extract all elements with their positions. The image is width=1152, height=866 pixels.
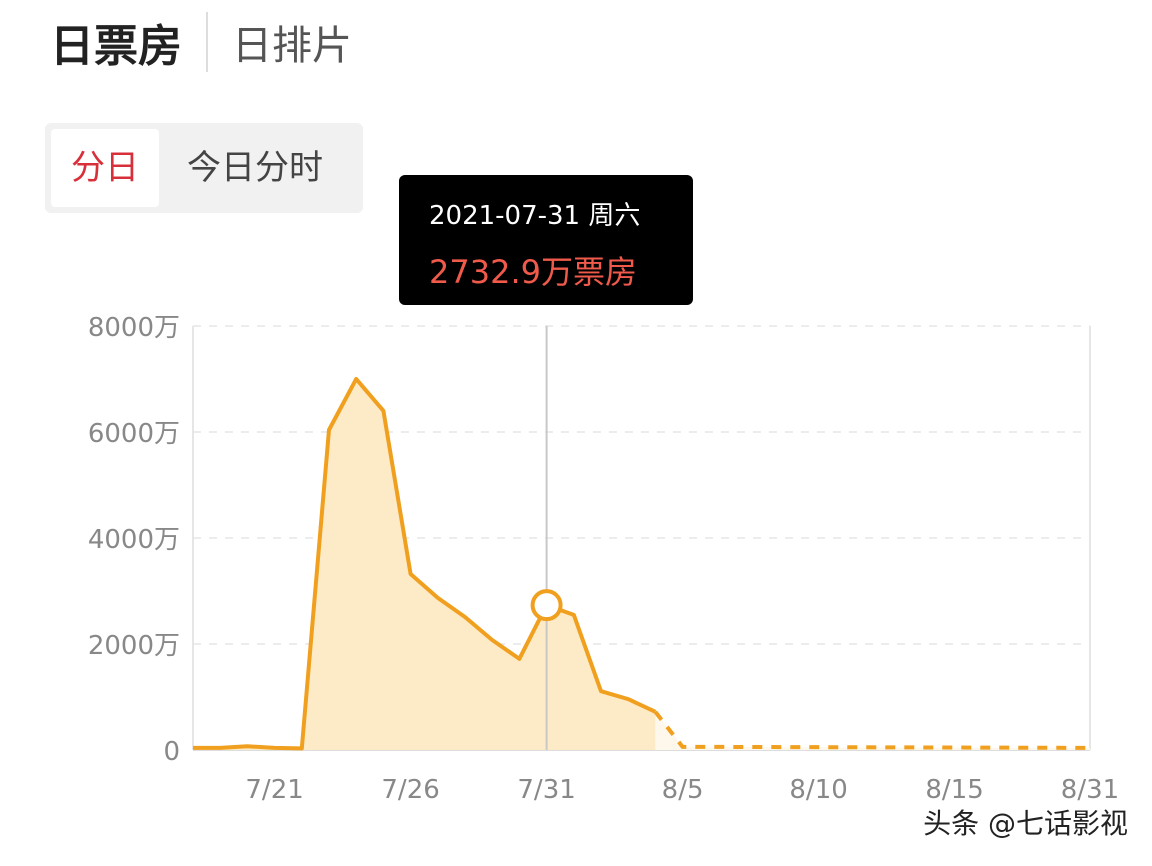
x-tick-label: 7/31	[517, 775, 575, 805]
segment-control: 分日 今日分时	[45, 123, 363, 213]
tab-daily-boxoffice[interactable]: 日票房	[50, 21, 182, 72]
series-line	[193, 377, 657, 751]
divider	[206, 12, 208, 72]
forecast-line	[653, 710, 1091, 750]
area-fill	[193, 379, 656, 750]
segment-daily[interactable]: 分日	[51, 129, 159, 207]
y-tick-label: 0	[163, 737, 180, 767]
tooltip-date: 2021-07-31 周六	[429, 201, 641, 231]
y-tick-label: 4000万	[88, 525, 180, 555]
x-tick-label: 7/26	[381, 775, 439, 805]
watermark: 头条 @七话影视	[923, 807, 1128, 840]
x-tick-label: 8/15	[925, 775, 983, 805]
x-tick-label: 8/5	[662, 775, 704, 805]
tab-bar: 日票房 日排片	[50, 10, 352, 74]
y-tick-label: 6000万	[88, 419, 180, 449]
tooltip: 2021-07-31 周六 2732.9万票房	[399, 175, 693, 305]
highlight-marker	[530, 589, 563, 622]
x-tick-label: 8/31	[1061, 775, 1119, 805]
tooltip-value: 2732.9万票房	[429, 253, 637, 291]
segment-today-hourly[interactable]: 今日分时	[187, 148, 323, 188]
y-tick-label: 2000万	[88, 631, 180, 661]
x-tick-label: 8/10	[789, 775, 847, 805]
x-tick-label: 7/21	[245, 775, 303, 805]
forecast-area-fill	[655, 711, 1090, 750]
tab-daily-schedule[interactable]: 日排片	[232, 23, 352, 69]
y-tick-label: 8000万	[88, 313, 180, 343]
